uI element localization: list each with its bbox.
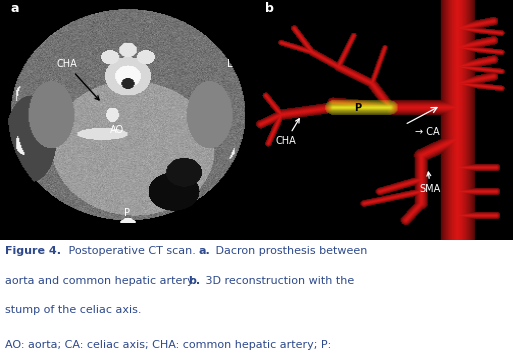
Text: a: a: [10, 2, 18, 15]
Text: b.: b.: [188, 276, 201, 286]
Text: L: L: [227, 59, 232, 69]
Text: 3D reconstruction with the: 3D reconstruction with the: [202, 276, 354, 286]
Text: AO: aorta; CA: celiac axis; CHA: common hepatic artery; P:: AO: aorta; CA: celiac axis; CHA: common …: [5, 340, 331, 350]
Text: b: b: [265, 2, 274, 15]
Text: SMA: SMA: [420, 172, 441, 194]
Text: Figure 4.: Figure 4.: [5, 246, 61, 256]
Text: CHA: CHA: [56, 59, 99, 100]
Text: → CA: → CA: [415, 127, 440, 137]
Text: AO: AO: [110, 125, 124, 135]
Text: stump of the celiac axis.: stump of the celiac axis.: [5, 305, 142, 315]
Text: Postoperative CT scan.: Postoperative CT scan.: [65, 246, 200, 256]
Text: Dacron prosthesis between: Dacron prosthesis between: [212, 246, 367, 256]
Text: aorta and common hepatic artery.: aorta and common hepatic artery.: [5, 276, 199, 286]
Text: P: P: [125, 208, 130, 218]
Text: a.: a.: [199, 246, 210, 256]
Text: P: P: [354, 103, 362, 113]
Text: CHA: CHA: [275, 119, 299, 146]
